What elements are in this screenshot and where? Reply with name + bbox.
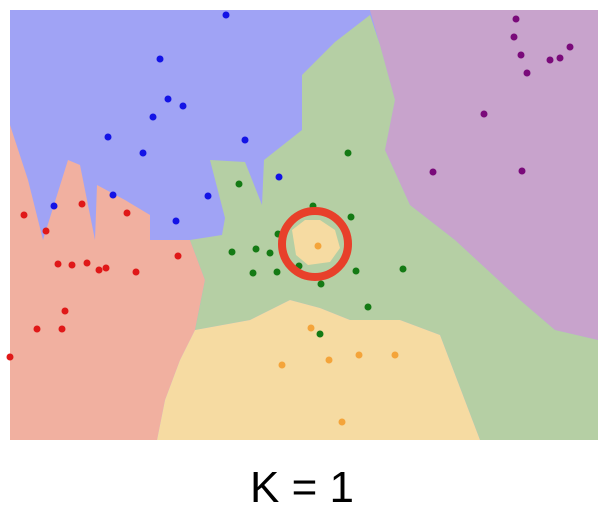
data-point-purple	[518, 167, 526, 175]
data-point-orange	[278, 361, 286, 369]
data-point-red	[42, 227, 50, 235]
data-point-purple	[510, 33, 518, 41]
data-point-red	[20, 211, 28, 219]
data-point-green	[364, 303, 372, 311]
data-point-green	[252, 245, 260, 253]
data-point-red	[174, 252, 182, 260]
data-point-orange	[391, 351, 399, 359]
data-point-blue	[149, 113, 157, 121]
data-point-red	[78, 200, 86, 208]
data-point-green	[352, 267, 360, 275]
k-value-caption: K = 1	[250, 463, 354, 512]
data-point-purple	[429, 168, 437, 176]
data-point-purple	[512, 15, 520, 23]
data-point-red	[123, 209, 131, 217]
data-point-orange	[338, 418, 346, 426]
region-red	[10, 125, 205, 440]
data-point-blue	[164, 95, 172, 103]
data-point-blue	[241, 136, 249, 144]
data-point-green	[344, 149, 352, 157]
region-purple	[370, 10, 598, 340]
data-point-blue	[275, 173, 283, 181]
data-point-green	[228, 248, 236, 256]
region-orange-island	[292, 220, 340, 265]
data-point-blue	[222, 11, 230, 19]
data-point-red	[54, 260, 62, 268]
data-point-blue	[179, 102, 187, 110]
data-point-blue	[204, 192, 212, 200]
data-point-red	[132, 268, 140, 276]
data-point-red	[68, 261, 76, 269]
data-point-red	[33, 325, 41, 333]
data-point-blue	[50, 202, 58, 210]
data-point-green	[249, 269, 257, 277]
data-point-blue	[109, 191, 117, 199]
decision-regions	[10, 10, 598, 440]
data-point-purple	[566, 43, 574, 51]
data-point-orange	[314, 242, 322, 250]
data-point-blue	[172, 217, 180, 225]
data-point-green	[399, 265, 407, 273]
data-point-purple	[517, 51, 525, 59]
data-point-red	[58, 325, 66, 333]
data-point-purple	[546, 56, 554, 64]
data-point-blue	[139, 149, 147, 157]
data-point-green	[317, 280, 325, 288]
data-point-green	[235, 180, 243, 188]
data-point-green	[316, 330, 324, 338]
data-point-blue	[156, 55, 164, 63]
data-point-purple	[523, 69, 531, 77]
data-point-green	[347, 213, 355, 221]
highlight-ring	[278, 207, 352, 281]
data-point-orange	[307, 324, 315, 332]
data-point-red	[95, 266, 103, 274]
data-point-red	[102, 264, 110, 272]
data-point-blue	[104, 133, 112, 141]
data-point-red	[6, 353, 14, 361]
data-point-purple	[556, 54, 564, 62]
region-green	[190, 15, 598, 440]
data-point-purple	[480, 110, 488, 118]
training-points	[6, 11, 574, 426]
data-point-green	[266, 249, 274, 257]
data-point-orange	[355, 351, 363, 359]
data-point-red	[83, 259, 91, 267]
region-orange	[157, 300, 480, 440]
data-point-green	[273, 268, 281, 276]
data-point-orange	[325, 356, 333, 364]
data-point-red	[61, 307, 69, 315]
